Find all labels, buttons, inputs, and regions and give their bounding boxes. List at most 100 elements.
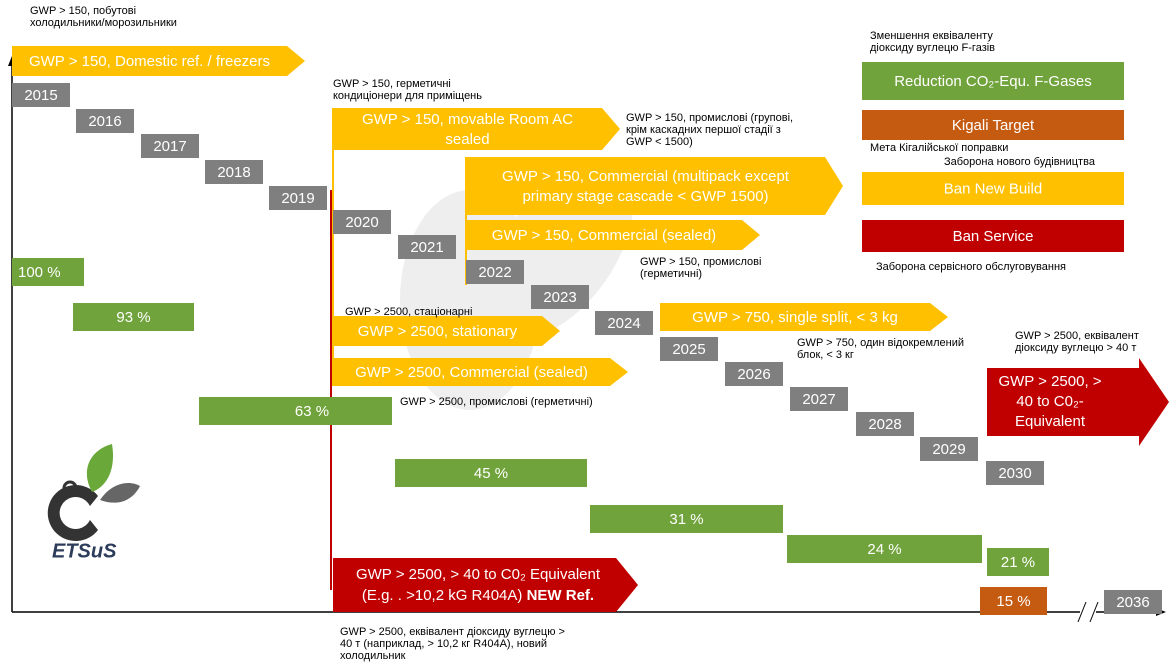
arrow-label: GWP > 2500, stationary bbox=[358, 323, 518, 340]
arrow-label: GWP > 2500, > bbox=[998, 373, 1101, 390]
year-box bbox=[531, 285, 589, 309]
year-box bbox=[725, 362, 783, 386]
arrow-note: GWP > 150, побутові bbox=[30, 5, 136, 17]
legend-label: Ban New Build bbox=[944, 180, 1042, 197]
logo: ETSuS bbox=[47, 444, 140, 562]
arrow-label: primary stage cascade < GWP 1500) bbox=[522, 188, 768, 205]
arrow-label-bold: NEW Ref. bbox=[527, 587, 595, 604]
year-box bbox=[1104, 590, 1162, 614]
year-box bbox=[269, 186, 327, 210]
year-label: 2025 bbox=[672, 341, 705, 358]
arrow-note: GWP > 2500, еквівалент діоксиду вуглецю … bbox=[340, 626, 565, 638]
logo-text: ETSuS bbox=[52, 540, 117, 562]
arrow-label: GWP > 150, Domestic ref. / freezers bbox=[29, 53, 270, 70]
year-box bbox=[790, 387, 848, 411]
legend-note: Заборона сервісного обслуговування bbox=[876, 261, 1066, 273]
reduction-bar bbox=[199, 397, 392, 425]
year-box bbox=[466, 260, 524, 284]
year-label: 2017 bbox=[153, 138, 186, 155]
arrow-note: крім каскадних першої стадії з bbox=[626, 124, 781, 136]
reduction-bar bbox=[980, 587, 1047, 615]
year-label: 2036 bbox=[1116, 594, 1149, 611]
year-box bbox=[920, 437, 978, 461]
reduction-bar bbox=[787, 535, 982, 563]
year-box bbox=[856, 412, 914, 436]
legend-note: Зменшення еквіваленту bbox=[870, 30, 993, 42]
year-box bbox=[398, 235, 456, 259]
legend-box bbox=[862, 220, 1124, 252]
arrow bbox=[660, 303, 948, 331]
arrow-label: GWP > 150, Commercial (multipack except bbox=[502, 168, 790, 185]
reduction-label: 31 % bbox=[669, 511, 703, 528]
year-box bbox=[76, 109, 134, 133]
arrow bbox=[333, 558, 638, 612]
year-label: 2030 bbox=[998, 465, 1031, 482]
year-label: 2016 bbox=[88, 113, 121, 130]
legend-box bbox=[862, 172, 1124, 205]
arrow-note: кондиціонери для приміщень bbox=[333, 90, 482, 102]
year-box bbox=[12, 83, 70, 107]
legend-note: Заборона нового будівництва bbox=[944, 156, 1096, 168]
year-label: 2027 bbox=[802, 391, 835, 408]
year-label: 2015 bbox=[24, 87, 57, 104]
arrow-note: блок, < 3 кг bbox=[797, 349, 854, 361]
arrow bbox=[466, 157, 843, 215]
arrow-label: GWP > 750, single split, < 3 kg bbox=[692, 309, 898, 326]
reduction-label: 63 % bbox=[295, 403, 329, 420]
arrow-label: GWP > 2500, > 40 to C0₂ Equivalent bbox=[356, 566, 601, 583]
reduction-bar bbox=[395, 459, 587, 487]
arrow bbox=[333, 316, 560, 346]
year-label: 2019 bbox=[281, 190, 314, 207]
reduction-label: 45 % bbox=[474, 465, 508, 482]
reduction-bar bbox=[73, 303, 194, 331]
legend-label: Kigali Target bbox=[952, 117, 1035, 134]
reduction-bar bbox=[12, 258, 84, 286]
year-label: 2024 bbox=[607, 315, 640, 332]
arrow-note: GWP > 150, герметичні bbox=[333, 78, 451, 90]
year-label: 2021 bbox=[410, 239, 443, 256]
arrow-note: GWP > 150, промислові (групові, bbox=[626, 112, 793, 124]
arrow-note: GWP > 2500, промислові (герметичні) bbox=[400, 396, 593, 408]
reduction-label: 15 % bbox=[996, 593, 1030, 610]
arrow-label: GWP > 150, movable Room AC bbox=[362, 111, 573, 128]
arrow bbox=[466, 220, 760, 250]
arrow-note: GWP > 750, один відокремлений bbox=[797, 337, 964, 349]
year-label: 2028 bbox=[868, 416, 901, 433]
arrow-note: холодильник bbox=[340, 650, 406, 662]
year-label: 2026 bbox=[737, 366, 770, 383]
arrow-note: діоксиду вуглецю > 40 т bbox=[1015, 342, 1136, 354]
year-label: 2023 bbox=[543, 289, 576, 306]
arrow bbox=[333, 358, 628, 386]
legend-label: Reduction CO₂-Equ. F-Gases bbox=[894, 73, 1092, 90]
reduction-label: 24 % bbox=[867, 541, 901, 558]
legend-label: Ban Service bbox=[953, 228, 1034, 245]
year-label: 2020 bbox=[345, 214, 378, 231]
arrow-note: (герметичні) bbox=[640, 268, 702, 280]
year-box bbox=[141, 134, 199, 158]
arrow-note: GWP > 150, промислові bbox=[640, 256, 761, 268]
arrow bbox=[987, 358, 1169, 446]
arrow-label: (E.g. . >10,2 kG R404A) NEW Ref. bbox=[362, 587, 594, 604]
reduction-label: 21 % bbox=[1001, 554, 1035, 571]
arrow-note: 40 т (наприклад, > 10,2 кг R404A), новий bbox=[340, 638, 547, 650]
reduction-bar bbox=[987, 548, 1049, 576]
legend-box bbox=[862, 110, 1124, 140]
arrow bbox=[333, 108, 620, 150]
axis-break bbox=[1089, 601, 1099, 623]
arrow-note: GWP < 1500) bbox=[626, 136, 693, 148]
reduction-bar bbox=[590, 505, 783, 533]
legend-box bbox=[862, 62, 1124, 100]
year-box bbox=[333, 210, 391, 234]
legend-note: діоксиду вуглецю F-газів bbox=[870, 42, 995, 54]
year-label: 2022 bbox=[478, 264, 511, 281]
arrow-label: sealed bbox=[445, 131, 489, 148]
reduction-label: 100 % bbox=[18, 264, 61, 281]
axis-break bbox=[1077, 601, 1087, 623]
year-label: 2018 bbox=[217, 164, 250, 181]
arrow-note: GWP > 2500, еквівалент bbox=[1015, 330, 1139, 342]
arrow bbox=[12, 46, 305, 76]
year-box bbox=[595, 311, 653, 335]
reduction-label: 93 % bbox=[116, 309, 150, 326]
arrow-label: GWP > 2500, Commercial (sealed) bbox=[355, 364, 588, 381]
